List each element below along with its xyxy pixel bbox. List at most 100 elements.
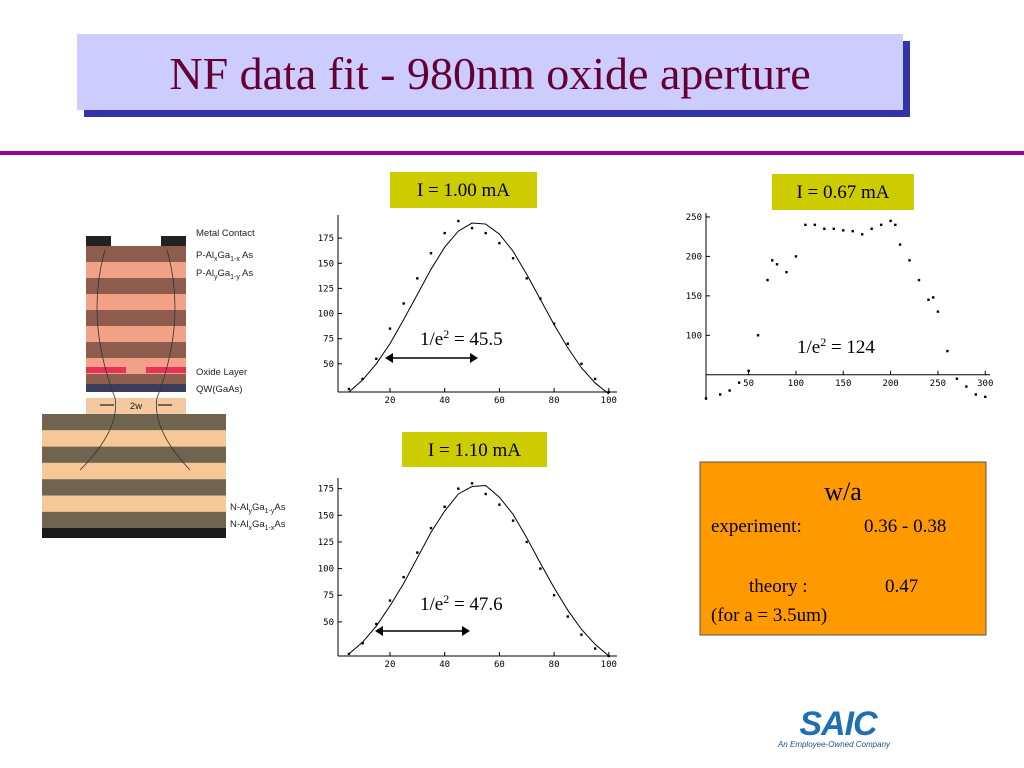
layer: [86, 310, 186, 326]
y-tick-label: 50: [323, 618, 334, 628]
layer: [42, 462, 226, 480]
aperture: [86, 398, 186, 414]
substrate: [42, 528, 226, 538]
y-tick-label: 125: [318, 538, 334, 548]
y-tick-label: 50: [323, 360, 334, 370]
data-point: [974, 393, 977, 396]
x-tick-label: 300: [977, 379, 993, 389]
title-box: [77, 34, 903, 110]
label-part: As: [240, 250, 253, 261]
label-part: As: [240, 268, 253, 279]
data-point: [593, 377, 597, 381]
data-point: [965, 385, 968, 388]
data-point: [361, 377, 364, 381]
layer: [42, 414, 226, 431]
data-point: [580, 362, 583, 366]
data-point: [870, 227, 873, 230]
fit-line: [348, 484, 610, 657]
label-part: Ga: [217, 268, 230, 279]
data-point: [704, 397, 708, 400]
data-point: [525, 540, 528, 544]
data-point: [813, 223, 817, 227]
y-tick-label: 150: [318, 511, 334, 521]
x-tick-label: 80: [549, 660, 560, 670]
subscript: y: [214, 274, 218, 281]
data-point: [766, 278, 769, 282]
data-point: [429, 252, 433, 255]
x-tick-label: 60: [494, 660, 505, 670]
layer: [42, 479, 226, 496]
data-point: [861, 233, 864, 236]
data-point: [443, 231, 446, 235]
y-tick-label: 100: [318, 310, 334, 320]
layer-label: N-AlyGa1-yAs: [230, 502, 286, 515]
data-point: [566, 342, 569, 345]
data-point: [804, 223, 807, 227]
width-label: 2w: [130, 401, 142, 412]
annotation-text: 1/e: [420, 594, 443, 615]
annotation-rest: = 47.6: [449, 594, 502, 615]
subscript: y: [248, 508, 252, 515]
metal-contact: [86, 236, 111, 246]
box-row-value: 0.36 - 0.38: [864, 516, 946, 537]
mode-edge: [156, 249, 191, 471]
y-tick-label: 125: [318, 284, 334, 294]
annotation-sup: 2: [443, 592, 449, 606]
data-point: [484, 492, 487, 496]
data-point: [756, 334, 760, 337]
divider: [0, 151, 1024, 155]
current-box: [402, 432, 547, 467]
layer-label: Metal Contact: [196, 228, 255, 239]
x-tick-label: 100: [601, 660, 617, 670]
y-tick-label: 100: [318, 565, 334, 575]
box-row-label: theory :: [749, 576, 808, 597]
subscript: 1-y: [265, 508, 275, 515]
data-point: [539, 567, 542, 570]
y-tick-label: 175: [318, 485, 334, 495]
layer-label: QW(GaAs): [196, 384, 242, 395]
data-point: [375, 622, 378, 626]
label-part: Ga: [252, 519, 265, 530]
label-part: Metal Contact: [196, 228, 255, 239]
data-point: [794, 255, 798, 258]
data-point: [785, 270, 788, 274]
data-point: [607, 390, 610, 394]
label-part: As: [274, 502, 285, 513]
current-label: I = 1.10 mA: [428, 440, 521, 461]
y-tick-label: 75: [323, 335, 334, 345]
quantum-well: [86, 384, 186, 392]
plot: 50 75 100 125 150 175 20 40 60 80 100 I = 1.00 mA 1/…: [318, 172, 617, 406]
data-point: [511, 257, 515, 260]
data-point: [388, 327, 392, 330]
x-tick-label: 80: [549, 396, 560, 406]
layer-label: P-AlxGa1-x As: [196, 250, 253, 263]
layer: [42, 495, 226, 512]
y-tick-label: 75: [323, 591, 334, 601]
subscript: 1-x: [265, 525, 275, 532]
data-point: [429, 526, 433, 530]
layer: [86, 342, 186, 358]
data-point: [984, 395, 987, 399]
layer-label: P-AlyGa1-y As: [196, 268, 253, 281]
current-box: [772, 174, 914, 210]
y-tick-label: 150: [318, 259, 334, 269]
layer: [86, 246, 186, 262]
arrow-head: [385, 353, 393, 363]
width-annotation: 1/e2 = 124: [797, 335, 875, 358]
box-row-label: experiment:: [711, 516, 802, 537]
y-tick-label: 100: [686, 331, 702, 341]
layer: [86, 326, 186, 342]
data-point: [771, 259, 774, 262]
layer: [42, 511, 226, 529]
data-point: [375, 357, 378, 361]
slide-title: NF data fit - 980nm oxide aperture: [169, 48, 810, 99]
mode-edge: [79, 249, 116, 471]
data-point: [775, 263, 779, 266]
data-point: [719, 393, 722, 396]
layer-label: Oxide Layer: [196, 367, 247, 378]
data-point: [879, 223, 883, 227]
x-tick-label: 40: [439, 660, 450, 670]
data-point: [470, 482, 474, 485]
data-point: [498, 503, 501, 506]
x-tick-label: 20: [385, 396, 396, 406]
